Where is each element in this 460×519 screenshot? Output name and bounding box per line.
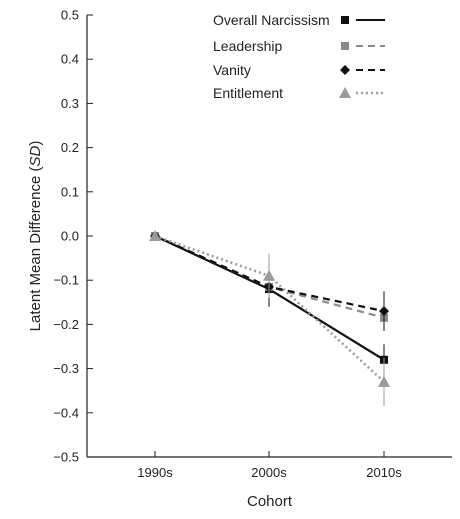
x-tick-label: 2000s bbox=[251, 465, 287, 480]
y-tick-label: −0.2 bbox=[53, 317, 79, 332]
x-axis-ticks: 1990s 2000s 2010s bbox=[137, 451, 402, 480]
y-tick-label: −0.3 bbox=[53, 361, 79, 376]
data-point bbox=[149, 230, 161, 241]
x-tick-label: 2010s bbox=[366, 465, 402, 480]
legend-marker bbox=[341, 16, 349, 24]
series-layer bbox=[149, 230, 390, 407]
data-point bbox=[378, 375, 390, 387]
x-tick-label: 1990s bbox=[137, 465, 173, 480]
y-tick-label: −0.1 bbox=[53, 273, 79, 288]
legend-marker bbox=[339, 87, 351, 98]
y-tick-label: 0.2 bbox=[61, 140, 79, 155]
y-tick-label: 0.4 bbox=[61, 52, 79, 67]
y-tick-label: −0.5 bbox=[53, 450, 79, 465]
y-tick-label: −0.4 bbox=[53, 405, 79, 420]
axes bbox=[86, 15, 452, 458]
y-tick-label: 0.5 bbox=[61, 8, 79, 23]
legend-marker bbox=[340, 65, 350, 75]
data-point bbox=[263, 269, 275, 281]
legend-label: Vanity bbox=[213, 62, 251, 78]
legend-label: Overall Narcissism bbox=[213, 12, 330, 28]
y-axis-ticks: 0.5 0.4 0.3 0.2 0.1 0.0 −0.1 −0.2 −0.3 −0.4 −0.5 bbox=[53, 8, 93, 465]
legend-label: Entitlement bbox=[213, 85, 283, 101]
y-tick-label: 0.1 bbox=[61, 184, 79, 199]
data-point bbox=[379, 306, 389, 317]
y-tick-label: 0.0 bbox=[61, 229, 79, 244]
legend-label: Leadership bbox=[213, 38, 282, 54]
x-axis-label: Cohort bbox=[247, 493, 293, 510]
y-axis-label: Latent Mean Difference (SD) bbox=[27, 141, 44, 332]
legend: Overall Narcissism Leadership Vanity Entitl… bbox=[213, 12, 385, 101]
series-entitlement bbox=[149, 230, 390, 407]
y-tick-label: 0.3 bbox=[61, 96, 79, 111]
legend-marker bbox=[341, 42, 349, 50]
